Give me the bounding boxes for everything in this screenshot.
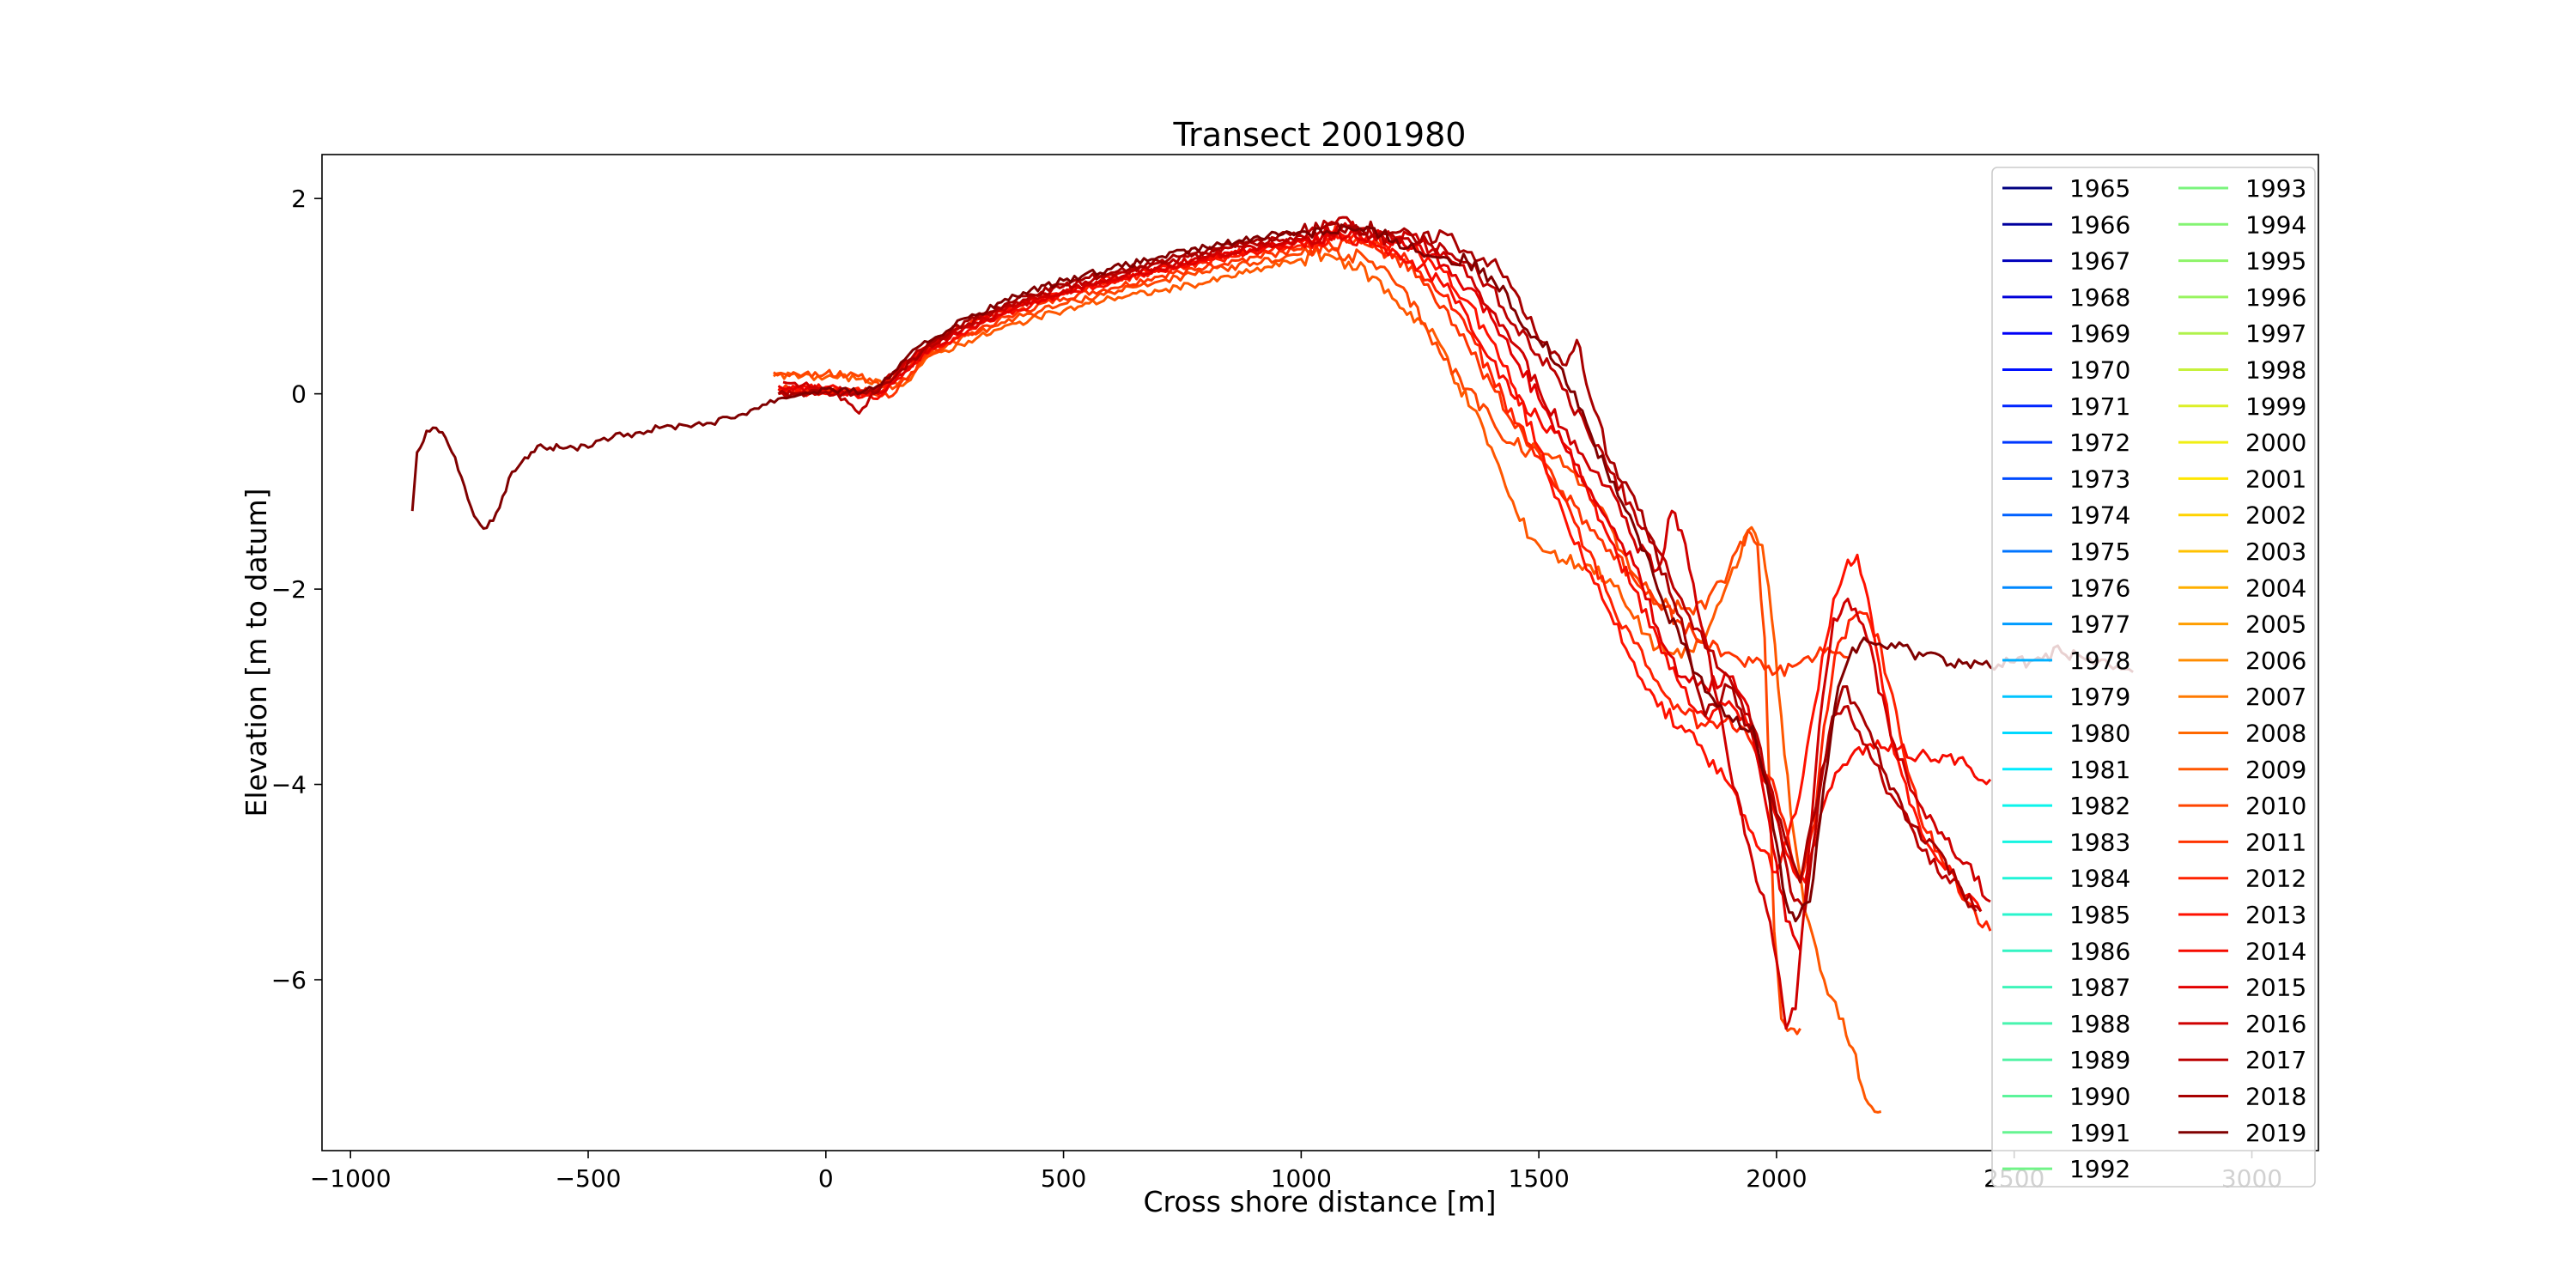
series-line-2009 <box>772 246 1882 1114</box>
x-tick-label: 2000 <box>1746 1164 1807 1193</box>
x-tick-label: 1000 <box>1271 1164 1332 1193</box>
legend-label: 2017 <box>2245 1046 2306 1074</box>
y-tick-label: 2 <box>291 185 307 213</box>
x-tick-label: −1000 <box>310 1164 392 1193</box>
x-tick-label: 1500 <box>1509 1164 1570 1193</box>
y-tick-label: −6 <box>271 966 307 994</box>
legend-label: 2000 <box>2245 428 2306 457</box>
legend-label: 1972 <box>2069 428 2130 457</box>
y-axis-label: Elevation [m to datum] <box>240 489 273 817</box>
legend-label: 2001 <box>2245 465 2306 493</box>
legend-label: 2008 <box>2245 720 2306 748</box>
legend-label: 1995 <box>2245 247 2306 276</box>
chart-title: Transect 2001980 <box>1173 116 1467 154</box>
legend-label: 1966 <box>2069 210 2130 239</box>
legend-label: 1980 <box>2069 720 2130 748</box>
legend-label: 1978 <box>2069 647 2130 675</box>
legend-label: 2003 <box>2245 538 2306 566</box>
legend-label: 2012 <box>2245 865 2306 893</box>
legend-label: 2016 <box>2245 1010 2306 1038</box>
legend-label: 2005 <box>2245 611 2306 639</box>
legend-label: 1973 <box>2069 465 2130 493</box>
legend-label: 2009 <box>2245 756 2306 784</box>
legend-label: 1979 <box>2069 683 2130 711</box>
legend-label: 1967 <box>2069 247 2130 276</box>
legend-label: 2004 <box>2245 574 2306 602</box>
x-axis-label: Cross shore distance [m] <box>1143 1185 1496 1218</box>
legend-label: 2019 <box>2245 1119 2306 1147</box>
series-layer <box>410 216 2134 1114</box>
plot-frame <box>321 154 2319 1151</box>
legend-label: 1981 <box>2069 756 2130 784</box>
y-axis: 2 0 −2 −4 −6 <box>271 185 322 994</box>
legend-label: 1996 <box>2245 283 2306 312</box>
legend-label: 1987 <box>2069 974 2130 1002</box>
y-tick-label: −2 <box>271 575 307 604</box>
legend-label: 1993 <box>2245 174 2306 203</box>
x-tick-label: 0 <box>818 1164 834 1193</box>
legend-label: 1983 <box>2069 828 2130 856</box>
series-line-2018 <box>777 220 1978 913</box>
legend-label: 2006 <box>2245 647 2306 675</box>
series-line-2019 <box>410 223 2134 923</box>
y-tick-label: 0 <box>291 380 307 409</box>
legend-label: 2015 <box>2245 974 2306 1002</box>
y-tick-label: −4 <box>271 771 307 799</box>
legend-label: 1994 <box>2245 210 2306 239</box>
legend-label: 1971 <box>2069 392 2130 421</box>
legend-label: 1968 <box>2069 283 2130 312</box>
legend-label: 2018 <box>2245 1083 2306 1111</box>
legend-label: 2013 <box>2245 901 2306 929</box>
legend-label: 1975 <box>2069 538 2130 566</box>
legend-label: 1969 <box>2069 319 2130 348</box>
legend-label: 2010 <box>2245 792 2306 820</box>
legend-label: 1982 <box>2069 792 2130 820</box>
legend-label: 2011 <box>2245 828 2306 856</box>
legend-label: 1998 <box>2245 356 2306 385</box>
legend-label: 1999 <box>2245 392 2306 421</box>
legend-label: 1970 <box>2069 356 2130 385</box>
legend-label: 2014 <box>2245 937 2306 965</box>
legend-label: 1965 <box>2069 174 2130 203</box>
x-tick-label: −500 <box>556 1164 622 1193</box>
legend-label: 1988 <box>2069 1010 2130 1038</box>
legend-label: 1986 <box>2069 937 2130 965</box>
legend-label: 1989 <box>2069 1046 2130 1074</box>
legend-label: 1985 <box>2069 901 2130 929</box>
legend-label: 1984 <box>2069 865 2130 893</box>
legend-label: 2002 <box>2245 501 2306 530</box>
legend: 1965 1966 1967 1968 1969 1970 1971 1972 1973 1974… <box>1991 167 2316 1188</box>
legend-label: 1990 <box>2069 1083 2130 1111</box>
legend-label: 1976 <box>2069 574 2130 602</box>
legend-box <box>1991 167 2316 1188</box>
x-tick-label: 500 <box>1041 1164 1086 1193</box>
legend-label: 1997 <box>2245 319 2306 348</box>
legend-label: 1992 <box>2069 1155 2130 1183</box>
legend-label: 1991 <box>2069 1119 2130 1147</box>
legend-label: 1977 <box>2069 611 2130 639</box>
x-axis: −1000−500050010001500200025003000 <box>310 1151 2282 1193</box>
series-line-2010 <box>773 240 1801 1036</box>
legend-label: 1974 <box>2069 501 2130 530</box>
legend-label: 2007 <box>2245 683 2306 711</box>
